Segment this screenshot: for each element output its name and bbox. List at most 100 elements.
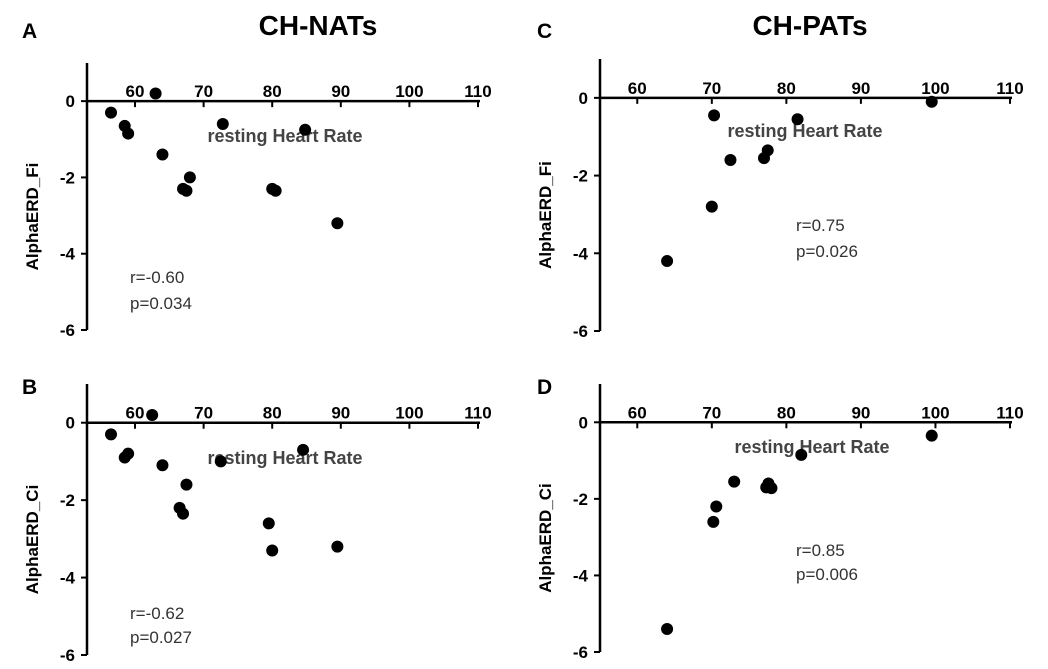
- data-point: [183, 171, 196, 184]
- data-point: [297, 443, 310, 456]
- x-axis-label: resting Heart Rate: [207, 448, 362, 468]
- y-tick-label: -6: [573, 322, 588, 341]
- x-tick-label: 90: [851, 403, 870, 422]
- x-tick-label: 110: [996, 79, 1023, 98]
- data-point: [661, 255, 674, 268]
- y-tick-label: -4: [573, 566, 589, 585]
- data-point: [180, 478, 193, 491]
- data-point: [708, 109, 721, 122]
- x-tick-label: 70: [194, 404, 213, 423]
- group-title-nats: CH-NATs: [258, 10, 378, 41]
- data-point: [724, 154, 737, 167]
- data-point: [146, 408, 159, 421]
- data-point: [214, 455, 227, 468]
- data-point: [925, 429, 938, 442]
- data-point: [331, 217, 344, 230]
- y-tick-label: -2: [573, 490, 588, 509]
- x-tick-label: 100: [395, 82, 423, 101]
- y-tick-label: -2: [573, 167, 588, 186]
- group-title-pats: CH-PATs: [752, 10, 868, 41]
- x-tick-label: 60: [628, 79, 647, 98]
- data-point: [795, 448, 808, 461]
- panel-letter-a: A: [22, 20, 38, 43]
- data-point: [122, 447, 135, 460]
- data-point: [331, 540, 344, 553]
- data-point: [925, 95, 938, 108]
- x-tick-label: 90: [331, 82, 350, 101]
- correlation-r-label: r=-0.60: [130, 268, 184, 287]
- data-point: [177, 507, 190, 520]
- correlation-p-label: p=0.006: [796, 565, 858, 584]
- data-point: [156, 459, 169, 472]
- x-tick-label: 100: [395, 404, 423, 423]
- panel-d: 60 70 80 90 100 110 0 -2 -4 -6 AlphaERD_Ci resting …: [536, 384, 1024, 662]
- y-tick-label: 0: [579, 413, 588, 432]
- data-point: [266, 544, 279, 557]
- y-tick-label: 0: [66, 414, 75, 433]
- correlation-r-label: r=-0.62: [130, 604, 184, 623]
- y-tick-label: -4: [60, 245, 76, 264]
- y-tick-label: 0: [579, 89, 588, 108]
- x-tick-label: 70: [194, 82, 213, 101]
- x-tick-label: 110: [464, 404, 491, 423]
- correlation-p-label: p=0.027: [130, 628, 192, 647]
- data-point: [791, 113, 804, 126]
- y-axis-label: AlphaERD_Fi: [23, 163, 42, 271]
- y-tick-label: -2: [60, 491, 75, 510]
- y-tick-label: -6: [60, 646, 75, 665]
- data-point: [765, 482, 778, 495]
- panel-a: 60 70 80 90 100 110 0 -2 -4 -6 AlphaERD_Fi resting …: [23, 63, 492, 340]
- y-axis-label: AlphaERD_Fi: [536, 161, 555, 269]
- x-tick-label: 100: [921, 403, 949, 422]
- x-tick-label: 60: [628, 403, 647, 422]
- data-point: [262, 517, 275, 530]
- x-tick-label: 110: [464, 82, 491, 101]
- data-point: [299, 123, 312, 136]
- y-tick-label: -2: [60, 168, 75, 187]
- x-axis-label: resting Heart Rate: [734, 437, 889, 457]
- data-point: [156, 148, 169, 161]
- data-point: [105, 428, 118, 441]
- x-tick-label: 80: [263, 404, 282, 423]
- x-tick-label: 80: [263, 82, 282, 101]
- correlation-r-label: r=0.75: [796, 216, 845, 235]
- panel-b: 60 70 80 90 100 110 0 -2 -4 -6 AlphaERD_Ci resting …: [23, 384, 492, 665]
- data-point: [710, 500, 723, 513]
- data-point: [707, 515, 720, 528]
- panel-letter-b: B: [22, 376, 38, 399]
- data-point: [661, 623, 674, 636]
- data-point: [728, 475, 741, 488]
- x-axis-label: resting Heart Rate: [727, 121, 882, 141]
- x-axis-label: resting Heart Rate: [207, 126, 362, 146]
- panel-letter-d: D: [537, 376, 553, 399]
- x-tick-label: 60: [126, 404, 145, 423]
- x-tick-label: 100: [921, 79, 949, 98]
- x-tick-label: 80: [777, 79, 796, 98]
- x-tick-label: 90: [851, 79, 870, 98]
- data-point: [105, 106, 118, 119]
- y-axis-label: AlphaERD_Ci: [23, 485, 42, 595]
- data-point: [216, 118, 229, 131]
- y-axis-label: AlphaERD_Ci: [536, 483, 555, 593]
- x-tick-label: 70: [702, 79, 721, 98]
- y-tick-label: -4: [573, 244, 589, 263]
- data-point: [149, 87, 162, 100]
- panel-letter-c: C: [537, 20, 553, 43]
- y-tick-label: -4: [60, 569, 76, 588]
- data-point: [122, 127, 135, 140]
- y-tick-label: 0: [66, 92, 75, 111]
- x-tick-label: 110: [996, 403, 1023, 422]
- y-tick-label: -6: [60, 321, 75, 340]
- correlation-p-label: p=0.026: [796, 242, 858, 261]
- y-tick-label: -6: [573, 643, 588, 662]
- data-point: [269, 184, 282, 197]
- data-point: [761, 144, 774, 157]
- x-tick-label: 70: [702, 403, 721, 422]
- data-point: [180, 184, 193, 197]
- x-tick-label: 90: [331, 404, 350, 423]
- data-point: [705, 200, 718, 213]
- panel-c: 60 70 80 90 100 110 0 -2 -4 -6 AlphaERD_Fi resting …: [536, 59, 1024, 341]
- x-tick-label: 80: [777, 403, 796, 422]
- correlation-p-label: p=0.034: [130, 294, 192, 313]
